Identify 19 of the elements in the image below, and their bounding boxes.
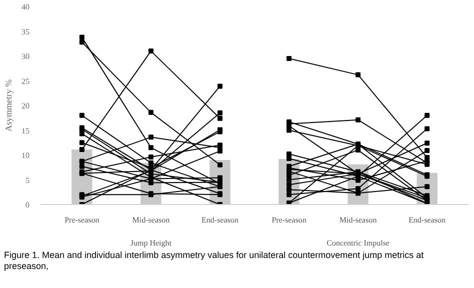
caption: Figure 1. Mean and individual interlimb asymmetry values for unilateral countermovement jump metrics at preseason, — [4, 250, 425, 272]
y-tick-label: 25 — [22, 76, 30, 86]
y-tick-label: 20 — [22, 102, 30, 110]
x-tick-label: End-season — [202, 216, 238, 224]
x-tick-label: Mid-season — [339, 216, 377, 224]
y-tick-label: 15 — [22, 126, 30, 136]
text: Concentric Impulse — [326, 238, 390, 248]
x-tick-label: End-season — [408, 216, 446, 224]
y-tick-label: 30 — [22, 52, 30, 61]
x-tick-label: Pre-season — [64, 216, 100, 224]
y-tick-label: 0 — [26, 200, 30, 210]
y-tick-label: 5 — [26, 176, 30, 185]
y-tick-label: 10 — [22, 151, 30, 160]
y-tick-label: 40 — [22, 2, 30, 12]
x-tick-label: Pre-season — [272, 216, 306, 224]
text: Jump Height — [130, 238, 172, 248]
x-tick-label: Mid-season — [132, 216, 170, 224]
y-axis-title: Asymmetry % — [4, 78, 14, 132]
y-tick-label: 35 — [22, 27, 30, 36]
